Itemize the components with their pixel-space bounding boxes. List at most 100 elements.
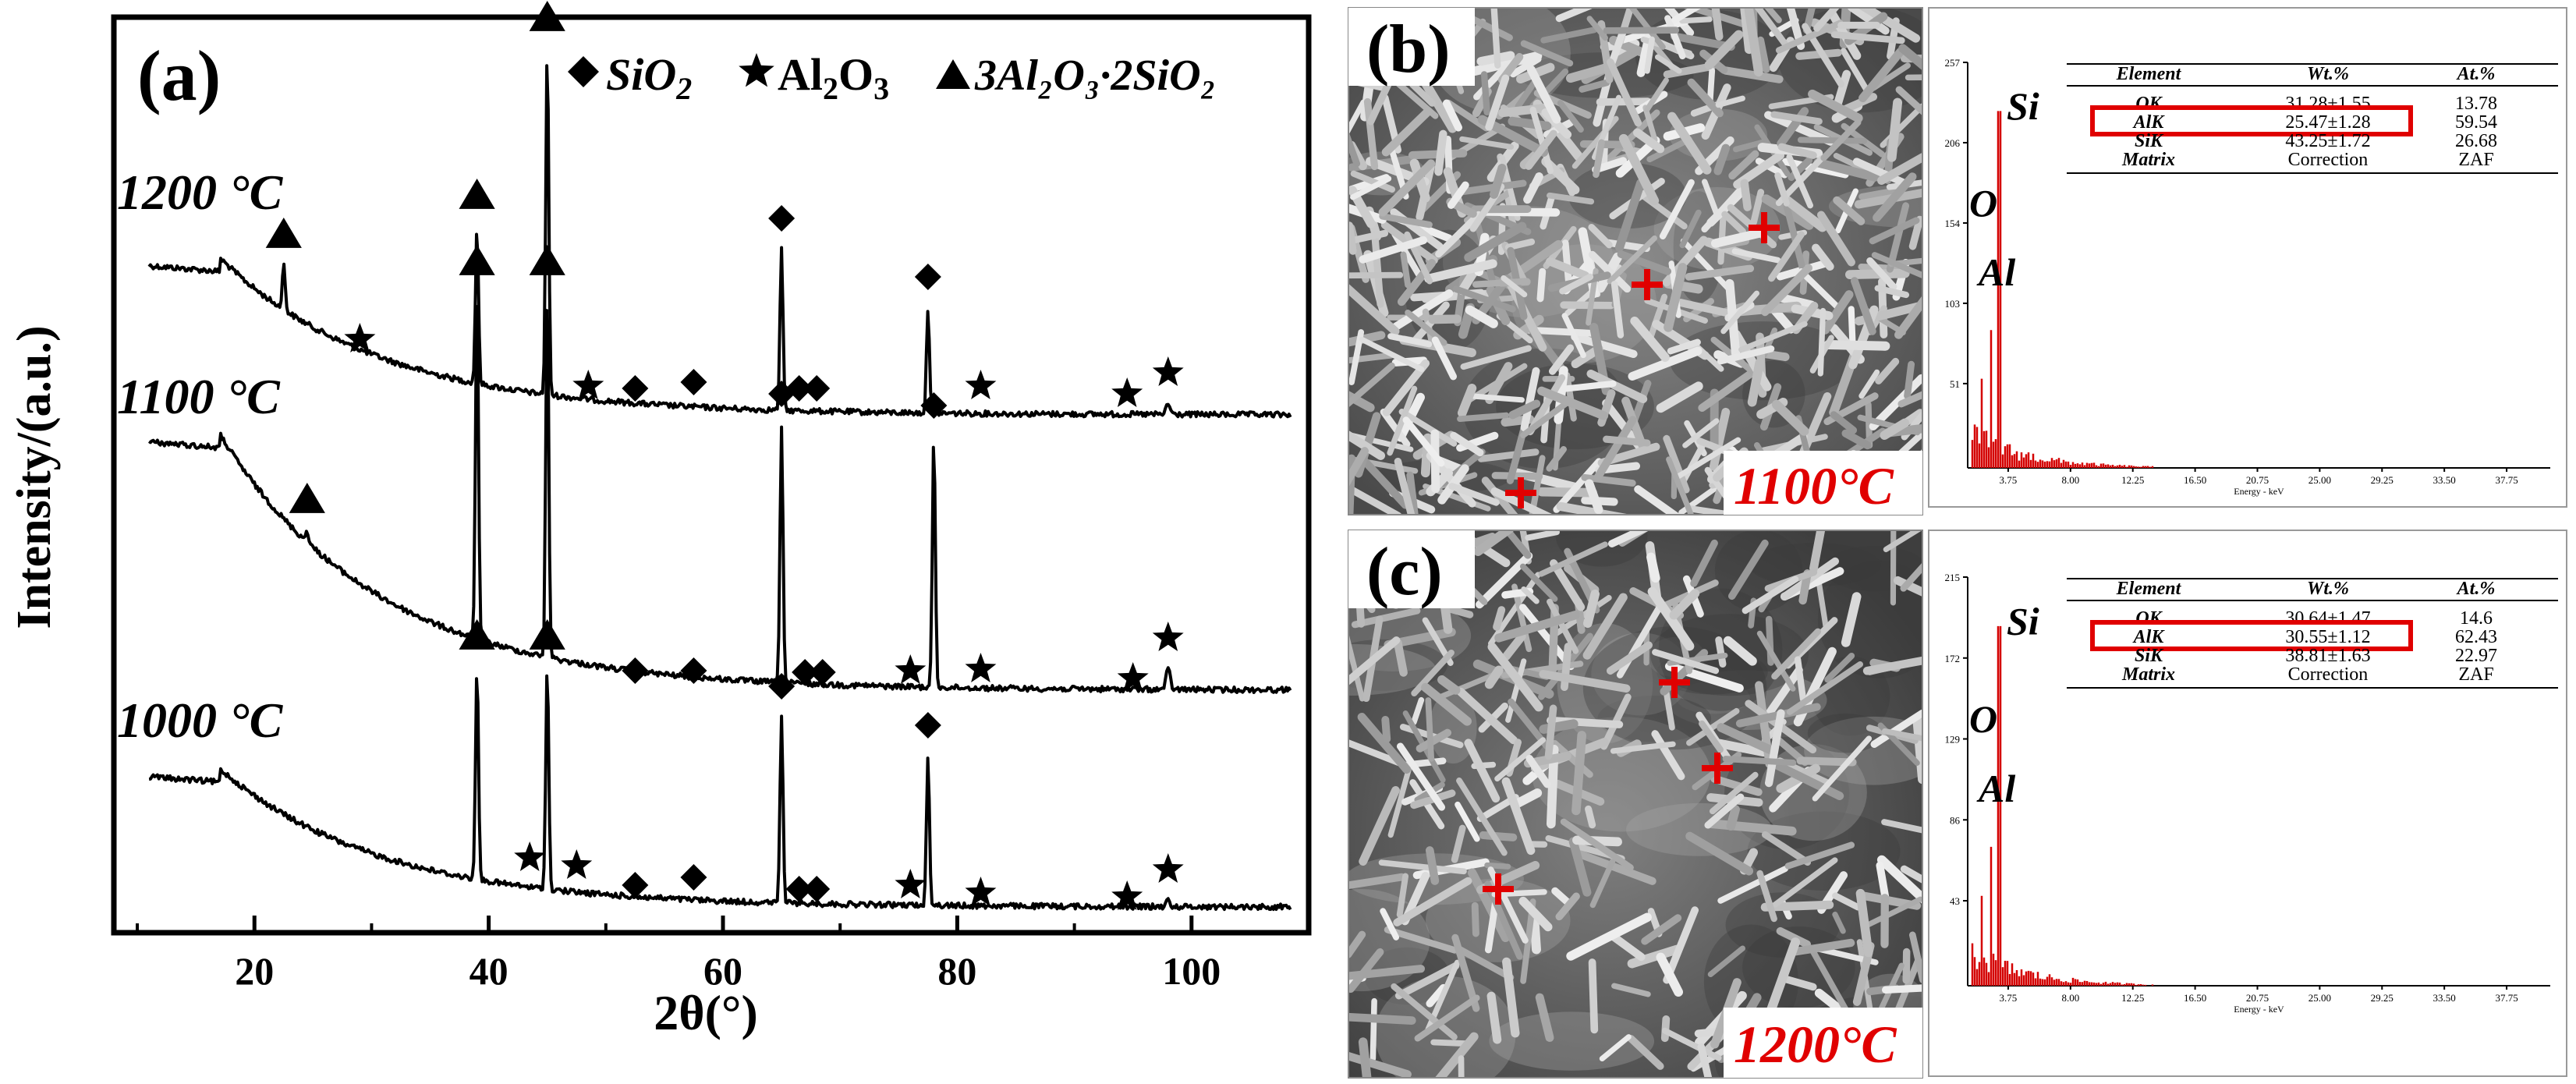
sem-whisker [1358,454,1410,509]
eds-table-cell: Correction [2288,664,2369,685]
sem-texture [1348,530,1922,1078]
sem-whisker [1704,30,1744,70]
eds-table-cell: 43.25±1.72 [2285,131,2370,151]
sem-whisker [1858,48,1905,103]
sem-whisker [1490,487,1554,515]
x-tick-label: 60 [703,949,742,993]
sem-whisker [1761,264,1813,317]
diamond-marker [768,381,795,407]
sem-whisker [1501,777,1536,856]
sem-whisker [1348,1012,1416,1025]
eds-table-cell: 30.55±1.12 [2285,627,2370,647]
sem-whisker [1394,457,1416,515]
sem-whisker [1813,8,1841,32]
sem-whisker [1391,231,1425,282]
sem-whisker [1430,1039,1469,1047]
sem-whisker [1490,164,1507,199]
sem-whisker [1777,293,1816,310]
sem-whisker [1715,739,1768,757]
sem-whisker [1502,530,1532,559]
sem-whisker [1359,786,1400,866]
sem-whisker [1850,277,1876,335]
sem-whisker [1678,440,1707,487]
sem-whisker [1763,8,1782,23]
eds-table-header: Element [2116,64,2182,84]
sem-whisker [1394,962,1460,1000]
eds-spectrum-c: 215 172 129 86 43 3.75 8.00 12.25 16.50 20.75 25.0… [1928,530,2567,1077]
sem-whisker [1908,931,1922,983]
legend-sio2: SiO2 [606,49,692,106]
sem-whisker [1421,682,1472,726]
eds-x-tick-label: 16.50 [2184,474,2206,486]
eds-table-header: At.% [2456,64,2496,84]
sem-whisker [1547,598,1579,654]
sem-whisker [1858,187,1897,200]
sem-whisker [1728,150,1759,180]
sem-whisker [1424,259,1497,283]
temp-label-b-bg [1724,451,1922,515]
sem-whisker [1670,32,1735,51]
sem-whisker [1546,446,1567,472]
eds-x-tick-label: 29.25 [2371,474,2394,486]
sem-whisker [1457,384,1477,418]
sem-whisker [1455,801,1480,842]
sem-whisker [1348,99,1366,136]
eds-table-cell: 59.54 [2455,112,2497,133]
sem-whisker [1379,213,1433,228]
star-marker [1152,622,1184,651]
sem-whisker [1539,669,1631,693]
sem-whisker [1381,716,1391,743]
sem-whisker [1450,431,1484,457]
sem-whisker [1398,409,1458,447]
temp-label-1100: 1100 °C [117,369,281,424]
sem-whisker [1459,136,1515,150]
sem-whisker [1900,562,1922,592]
sem-whisker [1504,238,1536,251]
sem-whisker [1603,435,1651,447]
sem-whisker [1520,400,1569,439]
sem-whisker [1400,251,1412,289]
sem-whisker [1686,707,1740,746]
sem-whisker [1664,263,1688,332]
sem-whisker [1402,416,1445,467]
sem-whisker [1565,63,1610,83]
sem-whisker [1537,386,1609,420]
sem-whisker [1644,36,1655,74]
sem-whisker [1359,336,1425,373]
sem-whisker [1571,332,1638,359]
sem-whisker [1484,897,1500,954]
sem-whisker [1382,359,1430,416]
sem-whisker [1588,958,1599,1034]
sem-whisker [1669,589,1700,620]
sem-whisker [1721,66,1784,83]
sem-whisker [1687,78,1724,118]
sem-whisker [1391,983,1458,1040]
sem-whisker [1627,1035,1664,1070]
eds-x-tick-label: 12.25 [2121,992,2144,1004]
sem-whisker [1876,861,1890,903]
xrd-legend: SiO2 Al2O3 3Al₂O₃·2SiO₂ [568,49,1216,106]
sem-whisker [1715,95,1745,108]
sem-whisker [1764,709,1785,788]
triangle-marker [529,1,565,31]
sem-whisker [1525,129,1557,170]
sem-whisker [1832,892,1862,911]
eds-table-cell: 31.28±1.55 [2285,94,2370,114]
sem-whisker [1348,485,1402,515]
sem-whisker [1731,248,1781,264]
sem-whisker [1659,179,1695,240]
star-icon [739,53,774,87]
sem-whisker [1369,997,1377,1062]
sem-whisker [1518,604,1575,671]
sem-whisker [1874,285,1910,299]
sem-whisker [1473,63,1510,101]
diamond-marker [920,392,948,419]
sem-whisker [1348,632,1366,702]
sem-whisker [1862,896,1922,930]
sem-whisker [1348,271,1404,279]
sem-whisker [1618,133,1660,206]
sem-whisker [1820,119,1862,161]
sem-whisker [1869,217,1920,245]
sem-whisker [1740,179,1752,211]
sem-whisker [1428,314,1462,324]
